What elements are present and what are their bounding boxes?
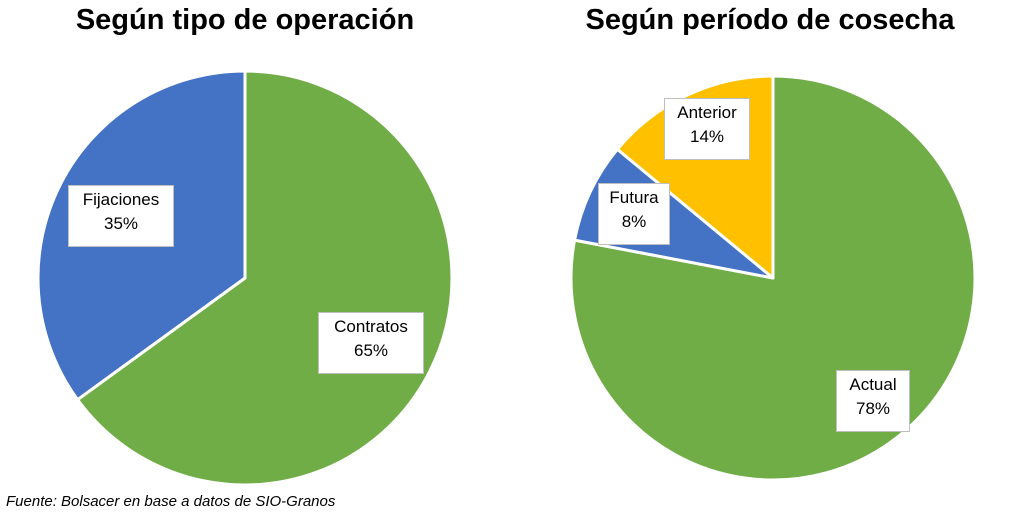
chart-title-cosecha: Según período de cosecha <box>585 4 955 36</box>
slice-label-value: 14% <box>689 127 725 146</box>
chart-title-operacion: Según tipo de operación <box>75 4 415 36</box>
data-label-anterior: Anterior 14% <box>664 98 750 160</box>
data-label-fijaciones: Fijaciones 35% <box>68 185 174 247</box>
source-note: Fuente: Bolsacer en base a datos de SIO-… <box>6 493 336 510</box>
slice-label-name: Contratos <box>334 317 408 336</box>
slice-label-value: 65% <box>353 341 389 360</box>
slice-label-value: 35% <box>103 214 139 233</box>
data-label-contratos: Contratos 65% <box>318 312 424 374</box>
slice-label-name: Anterior <box>677 103 737 122</box>
pie-slice-futura <box>573 147 775 280</box>
slice-label-value: 78% <box>855 399 891 418</box>
pie-slice-contratos <box>76 69 454 487</box>
slice-label-name: Fijaciones <box>82 190 160 209</box>
slice-label-value: 8% <box>621 212 647 231</box>
slice-label-name: Actual <box>849 375 897 394</box>
data-label-actual: Actual 78% <box>836 370 910 432</box>
data-label-futura: Futura 8% <box>598 183 670 245</box>
slice-label-name: Futura <box>609 188 659 207</box>
